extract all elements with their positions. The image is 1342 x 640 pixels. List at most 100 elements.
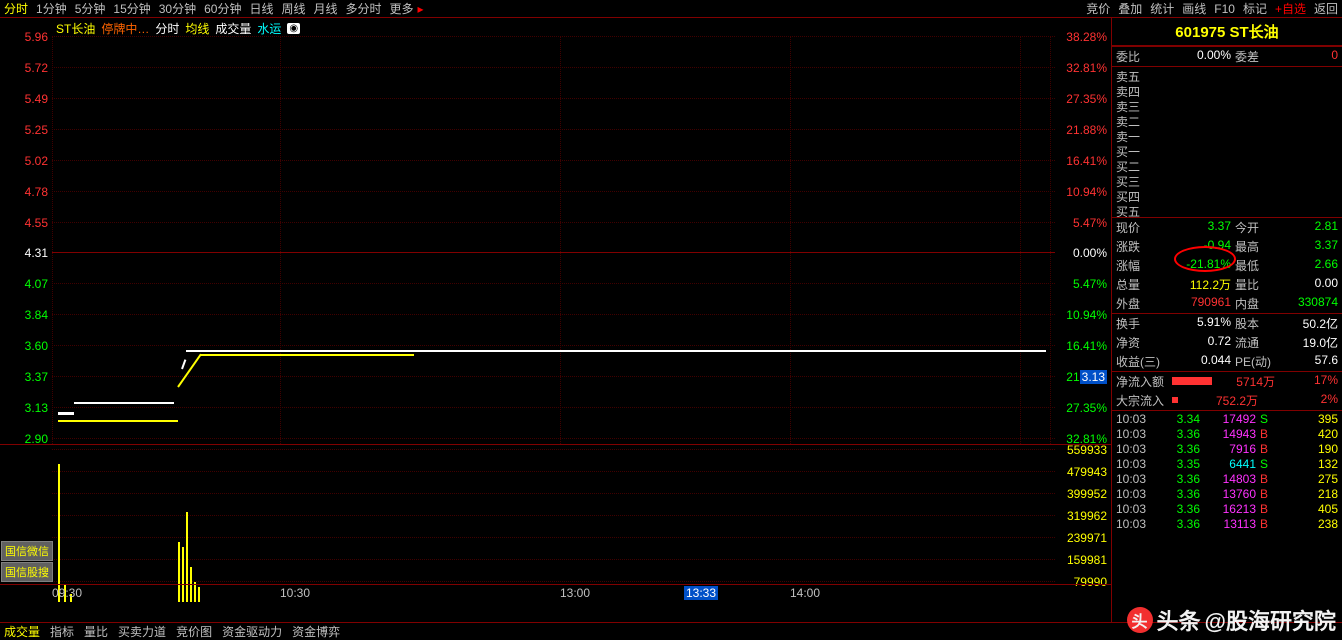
tick-vol: 14803: [1200, 472, 1256, 486]
camera-icon[interactable]: ◉: [287, 23, 300, 34]
quote-label: 最高: [1235, 238, 1269, 255]
pct-label: 10.94%: [1066, 185, 1107, 199]
netflow-label: 净流入额: [1116, 373, 1172, 390]
bid-row: 买一: [1112, 142, 1342, 157]
tick-vol: 17492: [1200, 412, 1256, 426]
tab-fund-game[interactable]: 资金博弈: [292, 623, 340, 640]
quote-value: 0.72: [1162, 334, 1231, 351]
tf-more[interactable]: 更多: [390, 0, 414, 17]
tab-liangbi[interactable]: 量比: [84, 623, 108, 640]
quote-row: 涨跌 -0.94 最高 3.37: [1112, 237, 1342, 256]
btn-search[interactable]: 国信股搜: [1, 562, 53, 582]
price-label: 4.78: [4, 185, 48, 199]
tick-dir: B: [1256, 487, 1272, 501]
ask-row: 卖三: [1112, 97, 1342, 112]
bid-label: 买五: [1116, 203, 1162, 216]
quote-label: 涨幅: [1116, 257, 1162, 274]
quote-label: 量比: [1235, 276, 1269, 293]
quote-row: 外盘 790961 内盘 330874: [1112, 294, 1342, 313]
pct-label: 27.35%: [1066, 401, 1107, 415]
chart-stock-name: ST长油: [56, 20, 95, 37]
netflow-pct: 17%: [1275, 373, 1338, 390]
price-label: 3.13: [4, 401, 48, 415]
quote-value: 2.66: [1269, 257, 1338, 274]
tab-indicator[interactable]: 指标: [50, 623, 74, 640]
tf-fenshi[interactable]: 分时: [4, 0, 28, 17]
tf-30m[interactable]: 30分钟: [159, 0, 196, 17]
price-label: 3.37: [4, 370, 48, 384]
tab-volume[interactable]: 成交量: [4, 623, 40, 640]
tick-row: 10:03 3.36 16213 B 405: [1112, 501, 1342, 516]
tf-day[interactable]: 日线: [249, 0, 273, 17]
pct-label: 5.47%: [1073, 277, 1107, 291]
quote-label: 今开: [1235, 219, 1269, 236]
time-1400: 14:00: [790, 586, 820, 600]
ask-row: 卖四: [1112, 82, 1342, 97]
tick-vol: 6441: [1200, 457, 1256, 471]
price-chart[interactable]: 5.9638.28%5.7232.81%5.4927.35%5.2521.88%…: [0, 36, 1111, 444]
tf-5m[interactable]: 5分钟: [75, 0, 106, 17]
tick-vol: 7916: [1200, 442, 1256, 456]
quote-label: 流通: [1235, 334, 1269, 351]
tool-auction[interactable]: 竞价: [1086, 0, 1110, 17]
pct-label: 16.41%: [1066, 339, 1107, 353]
tick-time: 10:03: [1116, 412, 1156, 426]
tool-draw[interactable]: 画线: [1182, 0, 1206, 17]
chart-legend: ST长油 停牌中… 分时 均线 成交量 水运 ◉: [56, 20, 300, 37]
quote-value: 330874: [1269, 295, 1338, 312]
ask-label: 卖一: [1116, 128, 1162, 141]
tf-month[interactable]: 月线: [314, 0, 338, 17]
weibi-row: 委比 0.00% 委差 0: [1112, 46, 1342, 66]
tool-overlay[interactable]: 叠加: [1118, 0, 1142, 17]
legend-time: 分时: [155, 20, 179, 37]
flow-rows: 净流入额 5714万 17% 大宗流入 752.2万 2%: [1112, 371, 1342, 410]
tick-count: 405: [1272, 502, 1338, 516]
weibi-label: 委比: [1116, 48, 1162, 65]
tab-buysell[interactable]: 买卖力道: [118, 623, 166, 640]
quote-value: 2.81: [1269, 219, 1338, 236]
tick-price: 3.36: [1156, 427, 1200, 441]
bigflow-label: 大宗流入: [1116, 392, 1172, 409]
vol-label: 479943: [1067, 465, 1107, 479]
tf-week[interactable]: 周线: [281, 0, 305, 17]
bid-row: 买五: [1112, 202, 1342, 217]
tick-dir: B: [1256, 472, 1272, 486]
tick-count: 218: [1272, 487, 1338, 501]
price-label: 3.84: [4, 308, 48, 322]
weicha-value: 0: [1269, 48, 1338, 65]
quote-value: 790961: [1162, 295, 1231, 312]
quote-value: 0.044: [1162, 353, 1231, 370]
bid-label: 买一: [1116, 143, 1162, 156]
quote-row: 收益(三) 0.044 PE(动) 57.6: [1112, 352, 1342, 371]
tick-price: 3.35: [1156, 457, 1200, 471]
tick-price: 3.36: [1156, 442, 1200, 456]
volume-chart[interactable]: 5599334799433999523199622399711599817999…: [0, 444, 1111, 602]
ask-label: 卖四: [1116, 83, 1162, 96]
tf-1m[interactable]: 1分钟: [36, 0, 67, 17]
time-1300: 13:00: [560, 586, 590, 600]
tool-back[interactable]: 返回: [1314, 0, 1338, 17]
tool-mark[interactable]: 标记: [1243, 0, 1267, 17]
tool-f10[interactable]: F10: [1214, 2, 1235, 16]
chart-status: 停牌中…: [101, 20, 149, 37]
tick-row: 10:03 3.34 17492 S 395: [1112, 411, 1342, 426]
tool-add-fav[interactable]: +自选: [1275, 0, 1306, 17]
pct-label: 21.88%: [1066, 123, 1107, 137]
quote-row: 总量 112.2万 量比 0.00: [1112, 275, 1342, 294]
tick-count: 190: [1272, 442, 1338, 456]
quote-label: 现价: [1116, 219, 1162, 236]
tf-multi[interactable]: 多分时: [346, 0, 382, 17]
btn-wechat[interactable]: 国信微信: [1, 541, 53, 561]
quote-value: 0.00: [1269, 276, 1338, 293]
tf-15m[interactable]: 15分钟: [113, 0, 150, 17]
tick-vol: 13113: [1200, 517, 1256, 531]
tab-fund-drive[interactable]: 资金驱动力: [222, 623, 282, 640]
watermark: 头 头条 @股海研究院: [1127, 604, 1336, 636]
quote-value: -0.94: [1162, 238, 1231, 255]
tool-stats[interactable]: 统计: [1150, 0, 1174, 17]
tab-auction[interactable]: 竞价图: [176, 623, 212, 640]
tick-count: 395: [1272, 412, 1338, 426]
tf-60m[interactable]: 60分钟: [204, 0, 241, 17]
quote-label: 内盘: [1235, 295, 1269, 312]
tick-time: 10:03: [1116, 442, 1156, 456]
